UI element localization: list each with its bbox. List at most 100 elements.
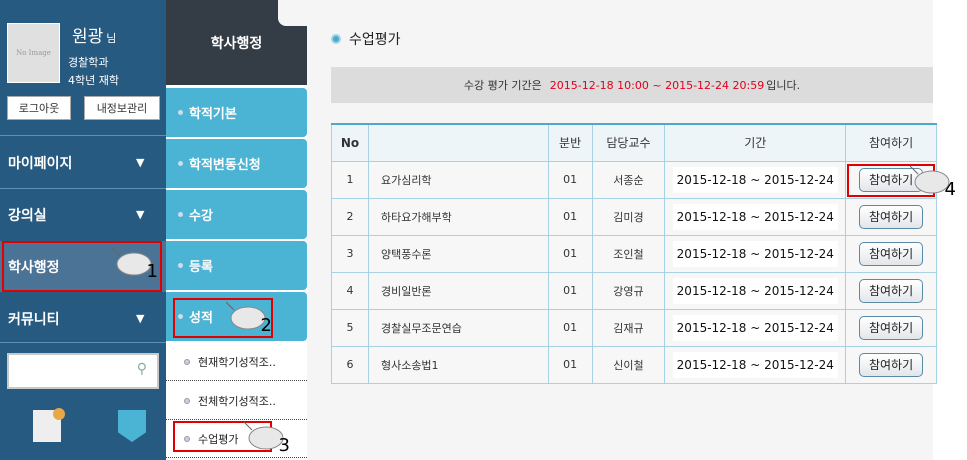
search-input[interactable]: ⚲ [7,353,159,389]
my-info-button[interactable]: 내정보관리 [84,96,160,120]
cell-course: 하타요가해부학 [367,197,549,236]
cell-course: 경비일반론 [367,271,549,310]
divider [0,135,166,136]
submenu-panel: 학사행정 학적기본 학적변동신청 수강 등록 성적 2 현재학기성적조.. 전체… [166,0,307,460]
submenu-label: 수강 [189,209,213,224]
submenu-item[interactable]: 학적변동신청 [166,139,307,188]
cell-no: 3 [331,234,369,273]
cell-professor: 조인철 [591,234,666,273]
cell-section: 01 [547,197,593,236]
highlight-box [173,298,273,338]
sub-item-label: 전체학기성적조.. [198,394,276,408]
period-text: 2015-12-18 ~ 2015-12-24 [672,240,838,267]
cell-no: 6 [331,345,369,384]
sub-item[interactable]: 전체학기성적조.. [166,382,307,420]
menu-academic-admin[interactable]: 학사행정 [0,241,166,292]
period-text: 2015-12-18 ~ 2015-12-24 [672,277,838,304]
notice-bar: 수강 평가 기간은 2015-12-18 10:00 ~ 2015-12-24 2… [331,67,933,103]
cell-section: 01 [547,160,593,199]
table-header: No 분반 담당교수 기간 참여하기 [331,123,937,162]
menu-classroom[interactable]: 강의실 ▼ [0,189,166,240]
cell-professor: 강영규 [591,271,666,310]
cell-no: 1 [331,160,369,199]
submenu-item[interactable]: 학적기본 [166,88,307,137]
cell-period: 2015-12-18 ~ 2015-12-24 [664,271,847,310]
participate-button[interactable]: 참여하기 [858,168,924,192]
cell-section: 01 [547,234,593,273]
submenu-label: 학적기본 [189,107,237,122]
cell-no: 4 [331,271,369,310]
mouse-icon: 4 [909,164,956,200]
search-icon[interactable]: ⚲ [136,361,147,377]
bullet-icon [331,34,341,44]
certificate-icon[interactable] [33,408,65,442]
honorific: 님 [106,32,117,45]
step-number: 4 [944,179,956,200]
participate-button[interactable]: 참여하기 [858,205,924,229]
menu-label: 마이페이지 [8,155,73,172]
triangle-down-icon: ▼ [136,156,145,169]
folded-corner [278,0,307,26]
header-no: No [331,123,369,162]
sub-item-label: 수업평가 [198,432,239,446]
cell-course: 요가심리학 [367,160,549,199]
notice-prefix: 수강 평가 기간은 [463,79,542,92]
header-professor: 담당교수 [591,123,666,162]
cell-period: 2015-12-18 ~ 2015-12-24 [664,160,847,199]
cell-professor: 김미경 [591,197,666,236]
user-name-text: 원광 [72,27,104,47]
cell-course: 경찰실무조문연습 [367,308,549,347]
cell-period: 2015-12-18 ~ 2015-12-24 [664,345,847,384]
triangle-down-icon: ▼ [136,312,145,325]
sub-item-course-eval[interactable]: 수업평가 [166,420,307,458]
divider [0,188,166,189]
participate-button[interactable]: 참여하기 [858,353,924,377]
table-row: 4 경비일반론 01 강영규 2015-12-18 ~ 2015-12-24 참… [331,271,937,310]
table-row: 2 하타요가해부학 01 김미경 2015-12-18 ~ 2015-12-24… [331,197,937,236]
period-text: 2015-12-18 ~ 2015-12-24 [672,314,838,341]
triangle-down-icon: ▼ [136,208,145,221]
mouse-icon: 2 [225,300,272,336]
cell-section: 01 [547,271,593,310]
cell-course: 양택풍수론 [367,234,549,273]
shield-icon[interactable] [118,410,146,442]
header-action: 참여하기 [845,123,937,162]
step-number: 2 [260,315,272,336]
notice-period: 2015-12-18 10:00 ~ 2015-12-24 20:59 [549,78,765,92]
cell-no: 2 [331,197,369,236]
submenu-item[interactable]: 수강 [166,190,307,239]
step-number: 1 [146,261,158,282]
cell-action: 참여하기 [845,271,937,310]
evaluation-table: No 분반 담당교수 기간 참여하기 1 요가심리학 01 서종순 2015-1… [331,123,937,384]
menu-community[interactable]: 커뮤니티 ▼ [0,293,166,344]
cell-action: 참여하기 [845,234,937,273]
mouse-icon: 3 [243,420,290,456]
profile-photo: No Image [7,23,60,83]
sub-item[interactable]: 현재학기성적조.. [166,343,307,381]
submenu-label: 학적변동신청 [189,158,261,173]
cell-no: 5 [331,308,369,347]
submenu-item[interactable]: 등록 [166,241,307,290]
table-row: 1 요가심리학 01 서종순 2015-12-18 ~ 2015-12-24 참… [331,160,937,199]
header-course [367,123,549,162]
right-margin [933,0,967,460]
logout-button[interactable]: 로그아웃 [7,96,71,120]
cell-period: 2015-12-18 ~ 2015-12-24 [664,234,847,273]
participate-button[interactable]: 참여하기 [858,316,924,340]
user-name: 원광 님 [72,22,116,47]
user-status: 4학년 재학 [68,74,119,87]
page-title-text: 수업평가 [349,32,401,48]
menu-mypage[interactable]: 마이페이지 ▼ [0,137,166,188]
participate-button[interactable]: 참여하기 [858,242,924,266]
period-text: 2015-12-18 ~ 2015-12-24 [672,203,838,230]
table-row: 3 양택풍수론 01 조인철 2015-12-18 ~ 2015-12-24 참… [331,234,937,273]
participate-button[interactable]: 참여하기 [858,279,924,303]
header-section: 분반 [547,123,593,162]
submenu-label: 등록 [189,260,213,275]
table-row: 5 경찰실무조문연습 01 김재규 2015-12-18 ~ 2015-12-2… [331,308,937,347]
submenu-label: 성적 [189,311,213,326]
page-title: 수업평가 [331,29,401,49]
sub-item-label: 현재학기성적조.. [198,355,276,369]
cell-action: 참여하기 [845,308,937,347]
user-department: 경찰학과 [68,56,109,69]
